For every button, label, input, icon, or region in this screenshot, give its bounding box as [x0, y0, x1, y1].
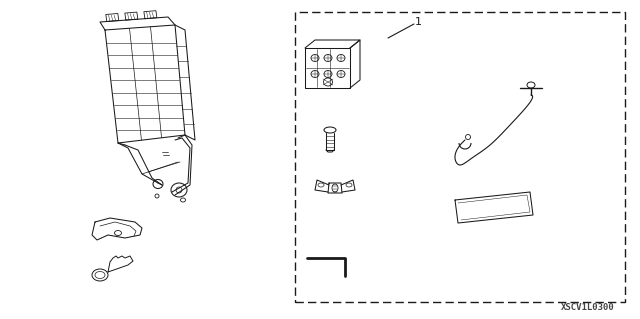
- Bar: [295, 12, 625, 302]
- Text: XSCV1L0300: XSCV1L0300: [561, 303, 615, 313]
- Text: 1: 1: [415, 17, 422, 27]
